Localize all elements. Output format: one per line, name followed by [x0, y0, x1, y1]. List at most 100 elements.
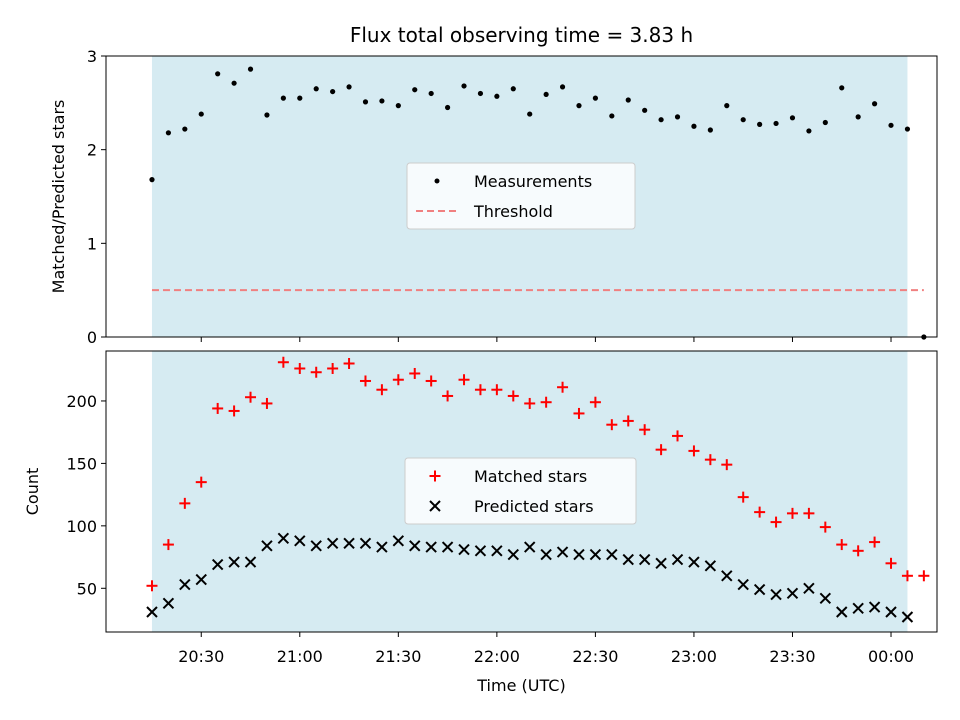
measurement-point: [871, 101, 878, 107]
predicted-star-point: [409, 540, 421, 552]
measurement-point: [198, 111, 204, 117]
measurement-point: [576, 103, 582, 109]
y-tick-label: 0: [87, 328, 97, 347]
legend-measurements-marker: [434, 178, 440, 184]
matched-star-point: [179, 497, 191, 509]
predicted-star-point: [638, 553, 651, 566]
legend-predicted-label: Predicted stars: [474, 497, 594, 516]
measurement-point: [674, 114, 681, 120]
measurement-point: [773, 120, 779, 127]
bottom-y-axis-label: Count: [23, 468, 42, 516]
top-legend-box: [406, 162, 636, 230]
measurement-point: [412, 87, 418, 93]
matched-star-point: [474, 384, 486, 396]
measurement-point: [707, 127, 713, 133]
matched-star-point: [786, 507, 798, 519]
predicted-star-point: [146, 606, 158, 618]
matched-star-point: [228, 405, 240, 417]
matched-star-point: [655, 444, 667, 456]
predicted-star-point: [277, 532, 290, 545]
measurement-point: [247, 66, 254, 72]
measurement-point: [428, 90, 434, 97]
matched-star-point: [359, 375, 371, 387]
measurement-point: [592, 95, 599, 101]
predicted-star-point: [376, 541, 388, 553]
predicted-star-point: [507, 548, 519, 561]
x-tick-label: 20:30: [178, 647, 224, 666]
x-tick-label: 22:00: [474, 647, 520, 666]
measurement-point: [888, 122, 894, 128]
matched-star-point: [261, 397, 273, 409]
measurement-point: [757, 121, 763, 127]
predicted-star-point: [721, 570, 733, 582]
bottom-x-ticks: 20:30 21:00 21:30 22:00 22:30 23:00 23:30 00:00: [178, 632, 914, 666]
predicted-star-point: [310, 540, 322, 552]
matched-star-point: [162, 539, 174, 551]
predicted-star-point: [211, 558, 224, 571]
predicted-star-point: [606, 548, 618, 561]
x-tick-label: 23:30: [769, 647, 815, 666]
measurement-point: [658, 117, 664, 123]
matched-star-point: [754, 506, 766, 518]
measurement-point: [182, 126, 188, 132]
matched-star-point: [836, 539, 848, 551]
matched-star-point: [294, 362, 306, 374]
measurement-point: [165, 130, 172, 136]
predicted-star-point: [162, 597, 175, 609]
matched-star-point: [573, 407, 585, 419]
measurement-point: [149, 177, 155, 183]
predicted-star-point: [671, 553, 684, 566]
measurement-point: [395, 103, 401, 109]
predicted-star-point: [622, 553, 634, 566]
predicted-star-point: [885, 606, 897, 618]
measurement-point: [510, 86, 516, 92]
matched-star-point: [310, 366, 322, 378]
measurement-point: [543, 91, 549, 98]
matched-star-point: [442, 390, 454, 402]
measurement-point: [379, 98, 385, 104]
legend-matched-symbol: [429, 470, 441, 482]
bottom-axes-frame: [105, 350, 938, 633]
measurement-point: [231, 80, 237, 86]
predicted-star-point: [458, 543, 470, 556]
predicted-star-point: [474, 545, 487, 557]
predicted-star-point: [359, 537, 372, 550]
matched-star-point: [803, 507, 815, 519]
matched-star-point: [376, 384, 388, 396]
top-y-axis-label: Matched/Predicted stars: [49, 100, 68, 294]
y-tick-label: 200: [66, 392, 97, 411]
measurement-point: [789, 115, 796, 121]
matched-star-point: [869, 536, 881, 548]
chart-title: Flux total observing time = 3.83 h: [350, 23, 693, 47]
top-y-ticks: 0 1 2 3: [87, 47, 106, 347]
matched-star-point: [819, 521, 831, 533]
predicted-star-point: [819, 592, 832, 604]
matched-stars-points: [146, 356, 930, 592]
top-legend: Measurements Threshold: [406, 162, 636, 230]
matched-star-point: [425, 375, 437, 387]
predicted-star-point: [786, 587, 799, 599]
measurement-point: [264, 112, 270, 118]
predicted-star-point: [589, 548, 602, 561]
matched-star-point: [343, 357, 355, 369]
predicted-star-point: [573, 548, 585, 561]
matched-star-point: [589, 396, 601, 408]
matched-star-point: [885, 557, 897, 569]
matched-star-point: [540, 396, 552, 408]
measurement-point: [330, 88, 336, 95]
legend-predicted-symbol: [429, 500, 441, 512]
matched-star-point: [918, 570, 930, 582]
y-tick-label: 2: [87, 141, 97, 160]
matched-star-point: [639, 424, 651, 436]
y-tick-label: 1: [87, 234, 97, 253]
measurement-point: [855, 114, 861, 120]
predicted-star-point: [441, 541, 454, 553]
matched-star-point: [737, 491, 749, 503]
predicted-star-point: [704, 560, 717, 572]
predicted-star-point: [524, 541, 536, 553]
predicted-star-point: [655, 557, 667, 570]
predicted-star-point: [294, 535, 306, 547]
matched-star-point: [688, 445, 700, 457]
predicted-star-point: [836, 606, 848, 618]
predicted-star-point: [753, 583, 766, 596]
